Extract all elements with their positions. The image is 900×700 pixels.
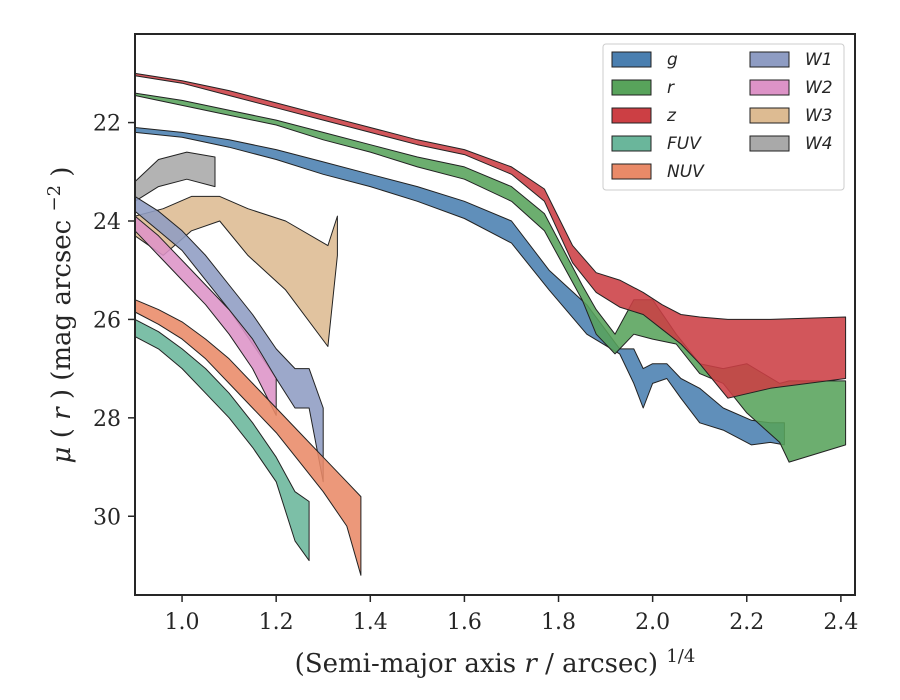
y-axis-title-r: r (47, 406, 77, 420)
y-axis-title-close: ) (47, 167, 77, 177)
legend-item-g: g (611, 50, 678, 70)
legend-item-w1: W1 (749, 50, 833, 70)
legend-label: g (667, 50, 678, 70)
profile-bands (134, 72, 847, 576)
legend-item-z: z (611, 106, 677, 126)
y-tick-label: 28 (93, 407, 121, 432)
x-axis-title-main: (Semi-major axis r / arcsec) (295, 649, 658, 679)
legend-label: W2 (805, 78, 833, 98)
x-axis-title-power: 1/4 (666, 646, 695, 667)
legend-label: NUV (667, 162, 705, 182)
legend-item-fuv: FUV (611, 134, 702, 154)
x-tick-label: 1.0 (165, 610, 200, 635)
legend-item-w3: W3 (749, 106, 833, 126)
x-tick-label: 1.8 (541, 610, 576, 635)
x-axis-title: (Semi-major axis r / arcsec) 1/4 (295, 646, 696, 679)
x-tick-label: 2.2 (729, 610, 764, 635)
legend-label: z (666, 106, 677, 126)
legend-label: W3 (805, 106, 833, 126)
y-axis-title-mu: μ (47, 447, 77, 464)
y-tick-label: 24 (93, 210, 121, 235)
legend-item-nuv: NUV (611, 162, 705, 182)
x-tick-label: 2.4 (823, 610, 858, 635)
legend-item-w4: W4 (749, 134, 833, 154)
legend-label: W4 (805, 134, 833, 154)
plot-frame (134, 33, 856, 596)
legend-swatch (611, 163, 652, 180)
x-tick-label: 1.2 (259, 610, 294, 635)
x-tick-label: 1.6 (447, 610, 482, 635)
band-r (134, 92, 847, 463)
legend-swatch (611, 51, 652, 68)
y-tick-label: 30 (93, 505, 121, 530)
x-tick-label: 2.0 (635, 610, 670, 635)
legend-item-r: r (611, 78, 675, 98)
legend-swatch (749, 135, 790, 152)
legend-label: W1 (805, 50, 833, 70)
y-axis-title-power: −2 (44, 185, 65, 212)
legend-item-w2: W2 (749, 78, 833, 98)
y-axis-title: μ ( r ) (mag arcsec −2 ) (37, 167, 77, 464)
band-w4 (134, 151, 216, 202)
band-fuv (134, 318, 310, 562)
legend-label: r (667, 78, 675, 98)
legend-swatch (749, 51, 790, 68)
legend-swatch (749, 107, 790, 124)
legend-swatch (611, 79, 652, 96)
band-nuv (134, 299, 362, 576)
y-tick-label: 26 (93, 308, 121, 333)
y-tick-label: 22 (93, 112, 121, 137)
y-axis-title-unit: (mag arcsec (47, 220, 77, 381)
legend-swatch (611, 107, 652, 124)
legend: grz FUV NUV W1 W2 W3 W4 (602, 43, 845, 191)
legend-swatch (611, 135, 652, 152)
axis-ticks: 1.0 1.2 1.4 1.6 1.8 2.0 2.2 2.4 22 24 26 28 30 (93, 112, 858, 635)
x-tick-label: 1.4 (353, 610, 388, 635)
legend-label: FUV (667, 134, 702, 154)
legend-swatch (749, 79, 790, 96)
band-z (134, 72, 847, 399)
